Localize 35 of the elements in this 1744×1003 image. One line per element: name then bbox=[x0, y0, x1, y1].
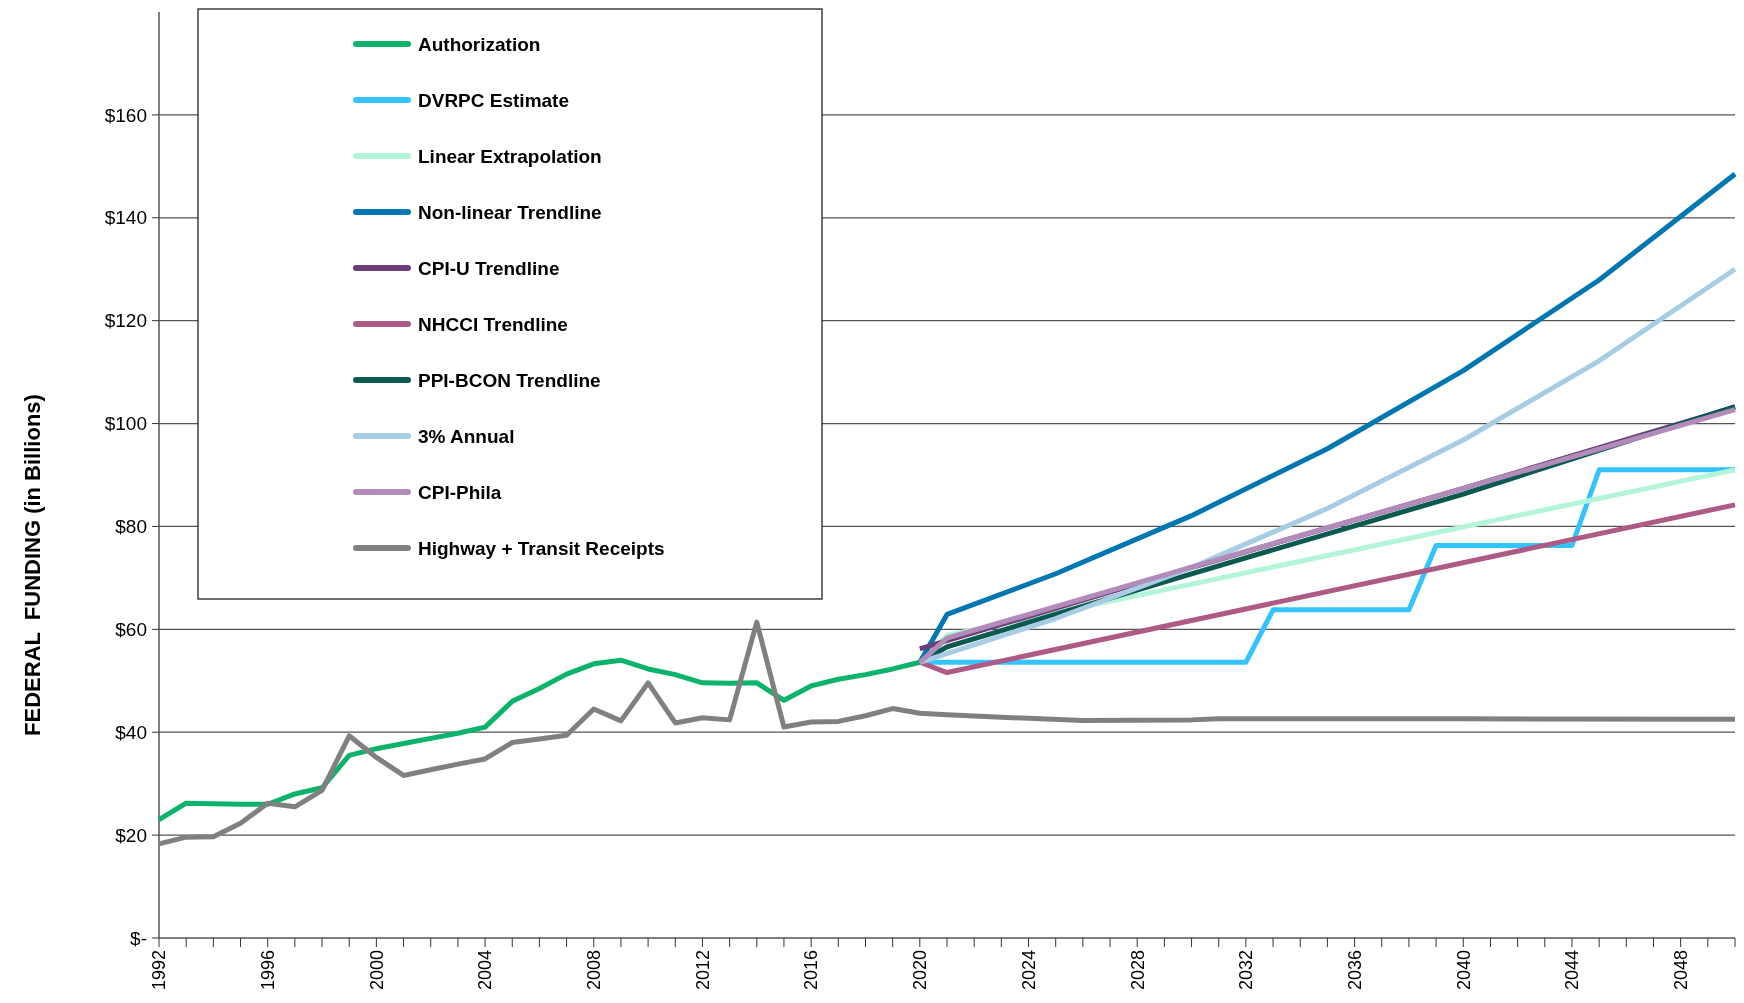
x-tick-label: 2000 bbox=[366, 950, 387, 991]
legend-label: Highway + Transit Receipts bbox=[418, 537, 665, 559]
legend-label: CPI-U Trendline bbox=[418, 257, 560, 279]
x-tick-label: 2044 bbox=[1562, 950, 1583, 991]
x-tick-label: 2036 bbox=[1344, 950, 1365, 991]
y-tick-label: $60 bbox=[115, 618, 147, 640]
x-tick-label: 2012 bbox=[692, 950, 713, 991]
x-tick-label: 2028 bbox=[1127, 950, 1148, 991]
y-axis-title: FEDERAL FUNDING (in Billions) bbox=[20, 394, 45, 736]
y-tick-label: $140 bbox=[104, 207, 147, 229]
legend-label: DVRPC Estimate bbox=[418, 89, 569, 111]
x-tick-label: 2016 bbox=[801, 950, 822, 991]
y-tick-label: $- bbox=[130, 927, 147, 949]
legend-label: Non-linear Trendline bbox=[418, 201, 602, 223]
legend-label: PPI-BCON Trendline bbox=[418, 369, 601, 391]
legend-label: NHCCI Trendline bbox=[418, 313, 568, 335]
x-tick-label: 2004 bbox=[475, 950, 496, 991]
legend-label: CPI-Phila bbox=[418, 481, 502, 503]
y-tick-label: $40 bbox=[115, 721, 147, 743]
y-tick-label: $80 bbox=[115, 516, 147, 538]
x-tick-label: 1996 bbox=[257, 950, 278, 991]
legend-label: 3% Annual bbox=[418, 425, 515, 447]
x-tick-label: 2048 bbox=[1670, 950, 1691, 991]
x-tick-label: 2020 bbox=[910, 950, 931, 991]
x-tick-label: 2008 bbox=[584, 950, 605, 991]
y-tick-label: $20 bbox=[115, 824, 147, 846]
x-tick-label: 1992 bbox=[149, 950, 170, 991]
x-tick-label: 2024 bbox=[1018, 950, 1039, 991]
y-tick-label: $160 bbox=[104, 104, 147, 126]
legend-label: Linear Extrapolation bbox=[418, 145, 602, 167]
legend-label: Authorization bbox=[418, 33, 541, 55]
y-tick-label: $100 bbox=[104, 413, 147, 435]
x-tick-label: 2032 bbox=[1236, 950, 1257, 991]
x-tick-label: 2040 bbox=[1453, 950, 1474, 991]
y-tick-label: $120 bbox=[104, 310, 147, 332]
